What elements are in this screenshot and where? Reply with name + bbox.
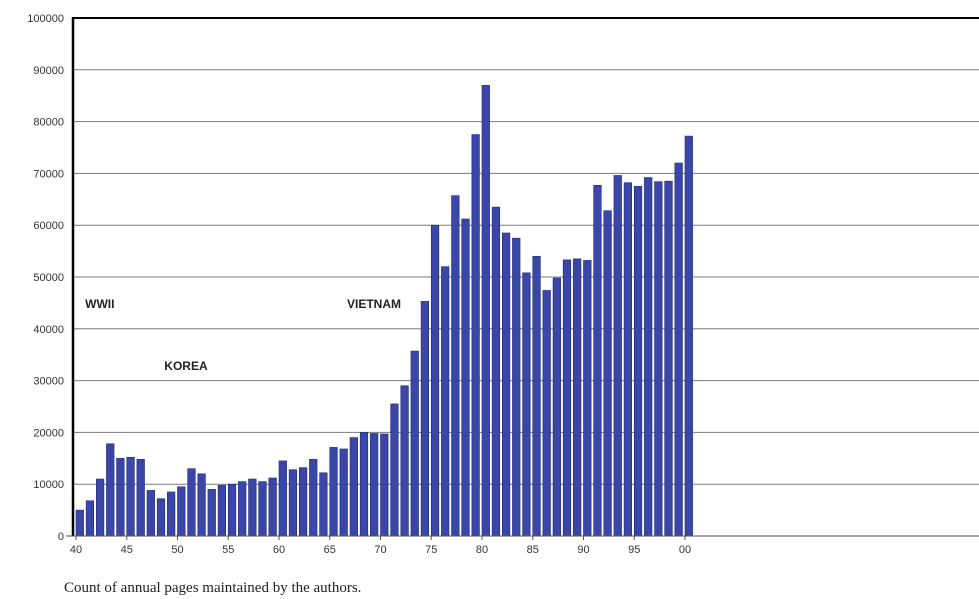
- bar-1993: [613, 175, 622, 537]
- bar-1971: [390, 403, 399, 537]
- bar-1990: [583, 260, 592, 537]
- bar-1976: [441, 266, 450, 537]
- bar-1981: [491, 206, 501, 537]
- bar-1953: [207, 489, 216, 537]
- x-tick-label: 55: [222, 544, 234, 556]
- bar-1972: [400, 385, 409, 537]
- bar-1984: [522, 272, 531, 537]
- chart-caption: Count of annual pages maintained by the …: [64, 580, 362, 596]
- axes: [66, 17, 979, 537]
- bar-1970: [380, 433, 389, 537]
- x-axis-ticks: 40 45 50 55 60 65 70 75 80 85 90 95 00: [70, 536, 691, 556]
- x-tick-label: 75: [425, 544, 437, 556]
- bar-1997: [654, 181, 663, 537]
- x-tick-label: 95: [628, 544, 640, 556]
- bar-1977: [451, 195, 460, 537]
- bar-1956: [238, 481, 247, 537]
- x-tick-label: 65: [324, 544, 336, 556]
- bar-1946: [136, 459, 145, 537]
- y-tick-label: 30000: [33, 376, 64, 388]
- y-tick-label: 100000: [27, 13, 64, 25]
- bar-1965: [329, 447, 338, 537]
- bar-1947: [146, 490, 155, 537]
- x-tick-label: 50: [171, 544, 183, 556]
- bar-1955: [227, 483, 237, 537]
- bar-1983: [512, 237, 521, 537]
- y-tick-label: 90000: [33, 65, 64, 77]
- bar-1969: [370, 433, 379, 537]
- x-tick-label: 70: [374, 544, 386, 556]
- bar-1962: [298, 467, 308, 537]
- x-tick-label: 80: [476, 544, 488, 556]
- y-tick-label: 60000: [33, 220, 64, 232]
- x-tick-label: 85: [527, 544, 539, 556]
- bar-1979: [471, 134, 480, 537]
- bar-1954: [217, 484, 227, 537]
- bar-1942: [96, 478, 105, 537]
- bar-1982: [501, 232, 511, 537]
- bar-1996: [644, 177, 653, 537]
- bar-1966: [339, 448, 348, 537]
- bar-1991: [593, 185, 602, 537]
- bar-1998: [664, 180, 673, 537]
- bar-1959: [268, 477, 277, 537]
- y-tick-label: 0: [58, 531, 64, 543]
- bar-1988: [562, 259, 572, 537]
- bar-1989: [573, 258, 582, 537]
- bar-1985: [532, 255, 541, 537]
- bar-1999: [674, 162, 683, 537]
- y-tick-label: 20000: [33, 427, 64, 439]
- bar-1980: [481, 85, 490, 537]
- bar-1960: [278, 460, 287, 537]
- bar-1940: [75, 509, 84, 537]
- x-tick-label: 90: [577, 544, 589, 556]
- y-tick-label: 70000: [33, 168, 64, 180]
- bar-1951: [187, 468, 196, 537]
- bar-1952: [197, 473, 206, 537]
- bar-1945: [126, 456, 135, 537]
- bar-1967: [349, 437, 358, 537]
- annotations: WWII KOREA VIETNAM: [85, 297, 401, 373]
- bar-1987: [552, 277, 561, 537]
- bar-1975: [430, 224, 440, 537]
- bar-2000: [684, 135, 693, 537]
- bar-1950: [177, 486, 186, 537]
- x-tick-label: 60: [273, 544, 285, 556]
- bar-1973: [410, 350, 419, 537]
- y-tick-label: 40000: [33, 324, 64, 336]
- bar-1941: [85, 500, 95, 537]
- y-tick-label: 10000: [33, 479, 64, 491]
- bar-1957: [248, 478, 257, 537]
- bar-1961: [288, 469, 298, 537]
- bar-1968: [359, 432, 369, 537]
- x-tick-label: 40: [70, 544, 82, 556]
- bar-1992: [603, 210, 612, 537]
- y-axis-ticks: 0 10000 20000 30000 40000 50000 60000 70000 8000…: [27, 13, 64, 543]
- y-tick-label: 80000: [33, 117, 64, 129]
- bar-1995: [633, 186, 643, 537]
- bar-1958: [258, 481, 267, 537]
- annotation-wwii: WWII: [85, 297, 114, 311]
- bar-1994: [623, 182, 632, 537]
- bar-1963: [309, 459, 318, 537]
- bar-1949: [167, 491, 176, 537]
- annotation-korea: KOREA: [164, 359, 208, 373]
- annotation-vietnam: VIETNAM: [347, 297, 401, 311]
- bar-1943: [106, 443, 115, 537]
- y-tick-label: 50000: [33, 272, 64, 284]
- bar-1948: [156, 498, 166, 537]
- bars: [75, 85, 693, 537]
- bar-1944: [116, 457, 125, 537]
- x-tick-label: 00: [679, 544, 691, 556]
- x-tick-label: 45: [121, 544, 133, 556]
- bar-1964: [319, 472, 328, 537]
- bar-1978: [461, 218, 470, 537]
- bar-1974: [420, 301, 430, 537]
- bar-1986: [542, 290, 551, 537]
